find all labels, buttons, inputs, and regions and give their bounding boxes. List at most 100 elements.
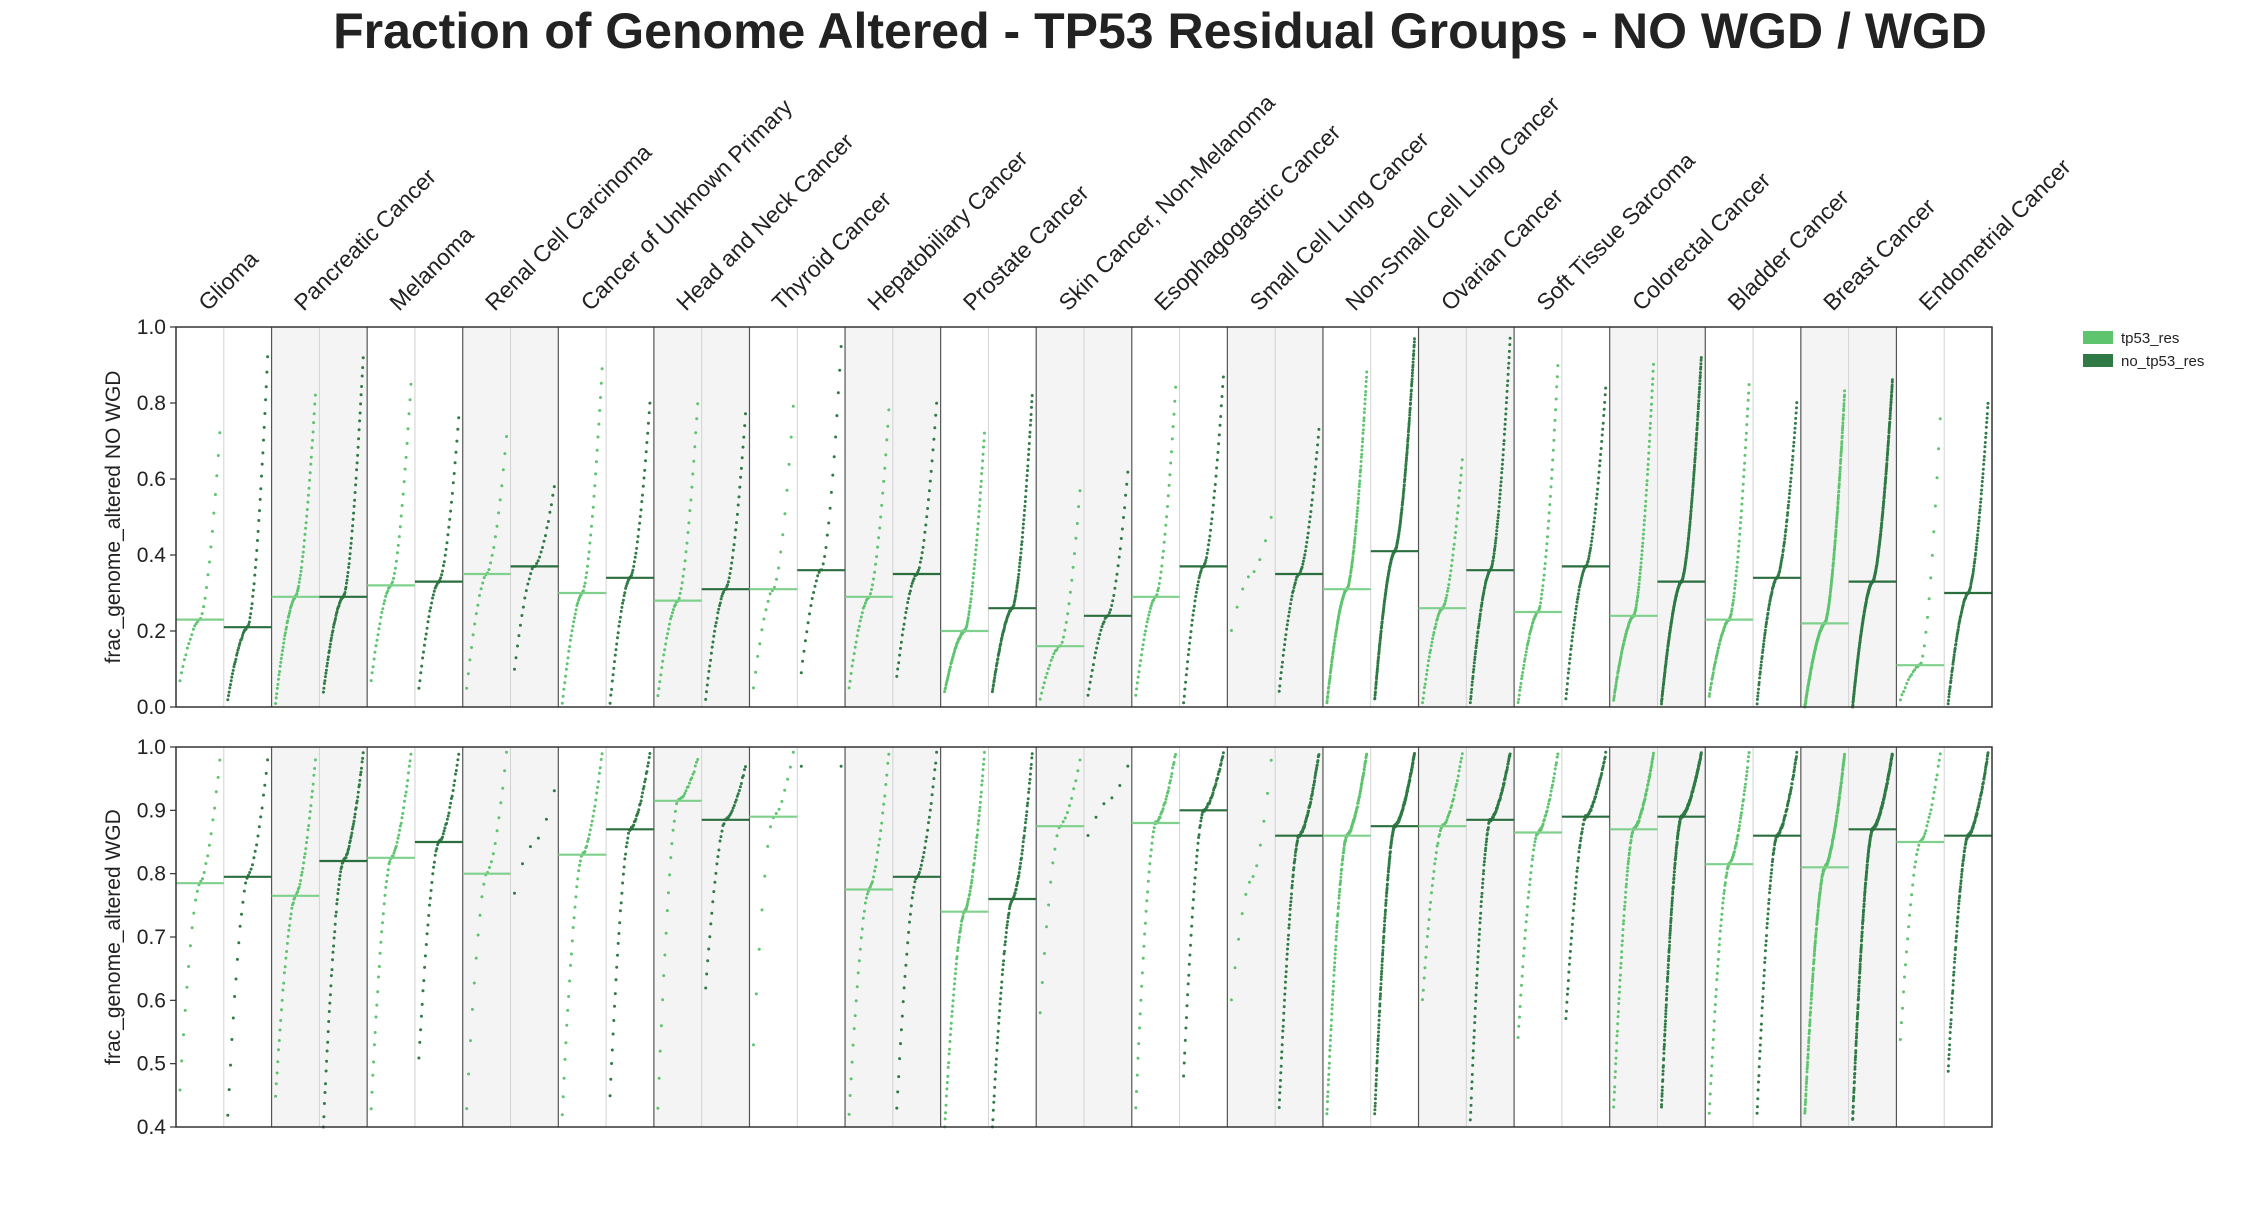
data-point — [736, 792, 740, 796]
data-point — [608, 701, 612, 705]
data-point — [1947, 692, 1951, 696]
data-point — [1379, 978, 1383, 982]
data-point — [275, 1071, 279, 1075]
data-point — [1469, 694, 1473, 698]
data-point — [1527, 639, 1530, 643]
data-point — [1375, 1059, 1379, 1063]
data-point — [1567, 962, 1571, 966]
data-point — [623, 857, 627, 861]
data-point — [1172, 761, 1176, 764]
data-point — [947, 1061, 951, 1065]
data-point — [808, 612, 811, 616]
data-point — [409, 382, 413, 386]
data-point — [1313, 472, 1317, 476]
data-point — [289, 912, 293, 916]
data-point — [185, 646, 189, 650]
data-point — [347, 847, 351, 851]
data-point — [706, 959, 710, 963]
data-point — [1843, 389, 1847, 393]
data-point — [1402, 483, 1406, 487]
data-point — [1688, 520, 1692, 524]
data-point — [899, 1028, 903, 1032]
data-point — [1644, 493, 1648, 497]
data-point — [313, 402, 317, 406]
data-point — [478, 913, 482, 917]
data-point — [1636, 594, 1640, 598]
data-point — [448, 517, 452, 521]
data-point — [426, 923, 430, 927]
data-point — [1696, 404, 1700, 408]
data-point — [1786, 503, 1790, 507]
data-point — [979, 795, 983, 799]
data-point — [348, 557, 352, 560]
data-point — [1948, 685, 1952, 689]
data-point — [1146, 617, 1150, 621]
data-point — [1199, 819, 1203, 823]
data-point — [587, 550, 591, 554]
data-point — [361, 751, 365, 755]
data-point — [356, 445, 360, 449]
data-point — [874, 562, 878, 566]
data-point — [322, 1115, 326, 1119]
data-point — [1221, 385, 1225, 388]
data-point — [354, 483, 358, 487]
data-point — [1545, 542, 1549, 546]
data-point — [715, 616, 719, 620]
data-point — [742, 435, 746, 439]
data-point — [1458, 765, 1462, 769]
data-point — [395, 551, 399, 555]
data-point — [1696, 418, 1700, 421]
data-point — [1735, 560, 1739, 564]
data-point — [1192, 604, 1196, 608]
data-point — [997, 1021, 1001, 1025]
data-point — [235, 957, 239, 961]
data-point — [647, 756, 651, 759]
data-point — [662, 974, 666, 978]
data-point — [857, 959, 861, 963]
data-point — [1599, 447, 1603, 450]
data-point — [1028, 430, 1032, 434]
data-point — [1550, 476, 1554, 480]
data-point — [249, 867, 253, 871]
data-point — [1143, 633, 1147, 637]
data-point — [1498, 796, 1502, 800]
data-point — [501, 786, 505, 790]
data-point — [1169, 775, 1173, 779]
data-point — [1781, 553, 1785, 557]
data-point — [1738, 526, 1742, 530]
data-point — [1374, 1082, 1378, 1086]
data-point — [1526, 896, 1530, 900]
data-point — [862, 604, 866, 608]
data-point — [1890, 387, 1894, 391]
data-point — [666, 891, 670, 895]
data-point — [570, 629, 574, 633]
data-point — [1379, 982, 1383, 986]
data-point — [978, 805, 982, 809]
data-point — [1251, 875, 1255, 878]
data-point — [590, 819, 594, 823]
data-point — [1494, 532, 1498, 536]
data-point — [407, 771, 410, 775]
data-point — [900, 633, 904, 637]
data-point — [242, 889, 246, 893]
data-point — [1829, 583, 1833, 587]
data-point — [1400, 511, 1403, 515]
data-point — [908, 912, 912, 916]
data-point — [445, 541, 449, 545]
data-point — [375, 638, 379, 642]
data-point — [1457, 496, 1461, 500]
data-point — [443, 553, 447, 557]
data-point — [898, 653, 902, 657]
data-point — [280, 1008, 283, 1012]
data-point — [238, 641, 242, 645]
data-point — [1570, 635, 1574, 639]
data-point — [1947, 695, 1951, 699]
data-point — [1946, 702, 1950, 706]
data-point — [352, 511, 356, 515]
data-point — [955, 955, 959, 959]
data-point — [393, 566, 397, 570]
data-point — [1470, 683, 1474, 687]
data-point — [253, 566, 257, 569]
data-point — [626, 836, 630, 840]
data-point — [279, 660, 283, 664]
